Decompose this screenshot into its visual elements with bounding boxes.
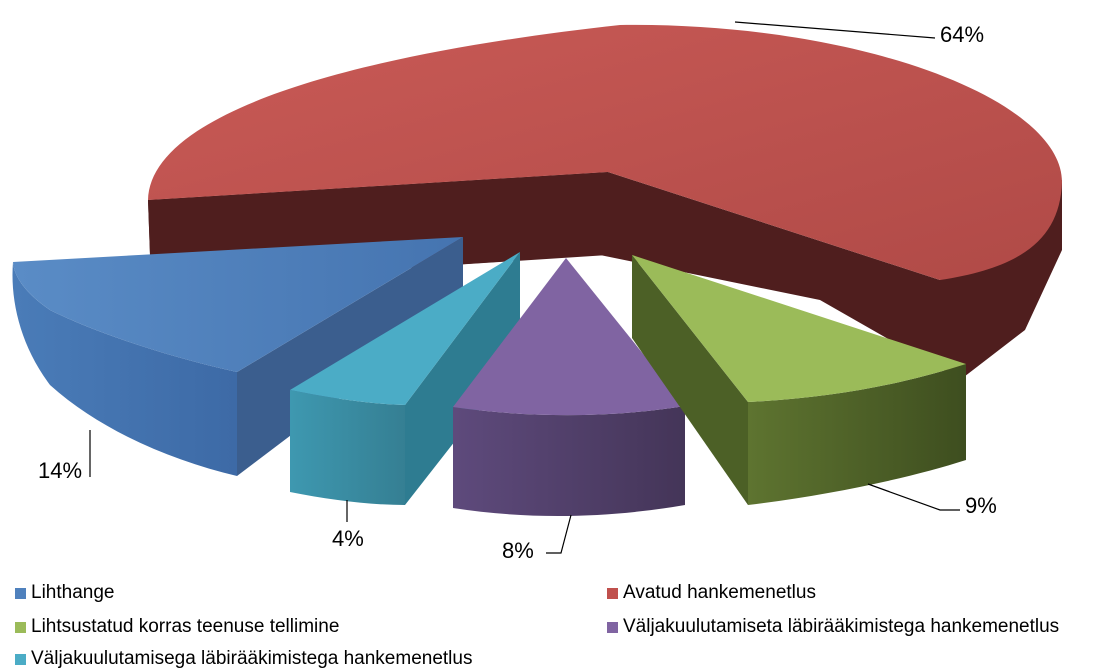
slice-side-front <box>748 364 966 505</box>
leader-lines <box>89 21 960 554</box>
slice-wall <box>148 172 608 272</box>
leader-line-64 <box>734 21 936 39</box>
slice-side-left <box>632 255 748 505</box>
data-label-4: 4% <box>332 526 364 551</box>
slice-side-front <box>453 406 685 516</box>
pie-slice-valjakuulutamiseta <box>453 258 685 516</box>
pie-slice-lihtsustatud <box>632 255 966 505</box>
slice-side-front <box>290 390 405 505</box>
slice-side-front <box>12 262 237 476</box>
data-label-64: 64% <box>940 22 984 47</box>
slice-top <box>453 258 685 416</box>
leader-line-8 <box>546 514 572 554</box>
slice-top <box>13 237 463 372</box>
pie-slice-valjakuulutamisega <box>290 252 520 505</box>
slice-top <box>290 252 520 405</box>
slice-top <box>632 255 966 402</box>
data-label-9: 9% <box>965 493 997 518</box>
slice-side-right <box>405 252 520 505</box>
data-label-14: 14% <box>38 458 82 483</box>
leader-line-9 <box>867 483 960 511</box>
slice-top <box>148 24 1062 281</box>
data-label-8: 8% <box>502 538 534 563</box>
pie-slice-avatud-hankemenetlus <box>148 24 1062 380</box>
